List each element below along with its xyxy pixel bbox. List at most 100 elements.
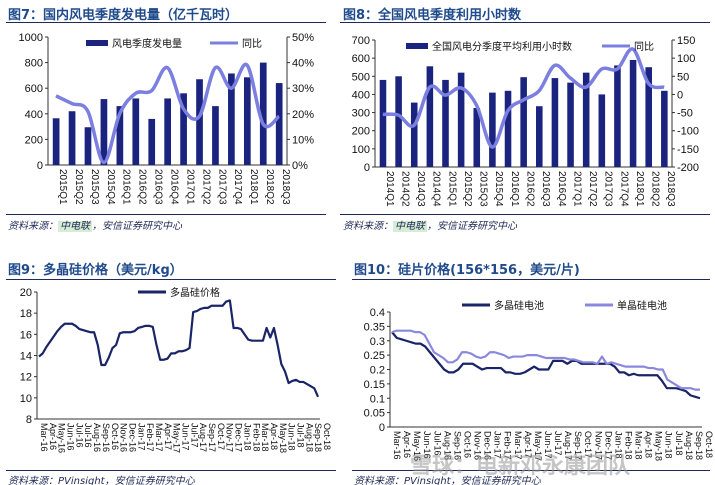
y-tick-label: 800 xyxy=(25,58,43,70)
x-tick-label: Aug-18 xyxy=(684,431,694,460)
bar xyxy=(473,108,481,167)
x-tick-label: Jun-16 xyxy=(422,431,432,459)
x-tick-label: Sep-18 xyxy=(313,423,323,452)
bar xyxy=(426,66,434,167)
fig10-rule xyxy=(352,279,710,280)
x-tick-label: 2015Q1 xyxy=(446,171,457,207)
y-tick-label: 8 xyxy=(26,414,32,426)
y-tick-label: 20 xyxy=(20,287,32,299)
x-tick-label: Apr-18 xyxy=(644,431,654,458)
y-tick-label: 50% xyxy=(292,32,314,44)
x-tick-label: 2014Q3 xyxy=(415,171,426,207)
y-tick-label: 10 xyxy=(20,393,32,405)
x-tick-label: Jun-18 xyxy=(287,423,297,451)
x-tick-label: Aug-17 xyxy=(198,423,208,452)
x-tick-label: 2016Q4 xyxy=(556,171,567,207)
x-tick-label: 2018Q1 xyxy=(634,171,645,207)
y-tick-label: 400 xyxy=(352,89,370,101)
bar xyxy=(116,106,124,165)
fig9-rule xyxy=(6,279,336,280)
x-tick-label: Sep-17 xyxy=(207,423,217,452)
x-tick-label: Apr-17 xyxy=(163,423,173,450)
x-tick-label: 2018Q2 xyxy=(650,171,661,207)
bar xyxy=(457,72,465,167)
source-suffix: ，安信证券研究中心 xyxy=(427,221,517,232)
x-tick-label: Oct-16 xyxy=(110,423,120,450)
fig8-source: 资料来源： 中电联 ，安信证券研究中心 xyxy=(343,217,517,232)
x-tick-label: 2018Q3 xyxy=(665,171,676,207)
source-suffix: ，安信证券研究中心 xyxy=(92,221,182,232)
x-tick-label: Jun-16 xyxy=(66,423,76,451)
legend-label: 同比 xyxy=(634,41,654,53)
bar xyxy=(504,90,512,167)
x-tick-label: Dec-17 xyxy=(234,423,244,452)
y-tick-label: 0% xyxy=(292,160,308,172)
x-tick-label: Oct-17 xyxy=(216,423,226,450)
x-tick-label: May-17 xyxy=(172,423,182,453)
y-tick-label: 200 xyxy=(352,126,370,138)
y-tick-label: 200 xyxy=(25,134,43,146)
x-tick-label: Dec-16 xyxy=(483,431,493,460)
y-tick-label: 0.25 xyxy=(364,350,385,362)
y-tick-label: 0.4 xyxy=(370,307,385,319)
x-tick-label: Feb-18 xyxy=(623,431,633,460)
x-tick-label: Jan-17 xyxy=(136,423,146,451)
x-tick-label: May-18 xyxy=(278,423,288,453)
series-line-0 xyxy=(38,299,320,398)
bar xyxy=(100,99,108,165)
x-tick-label: Apr-17 xyxy=(523,431,533,458)
x-tick-label: Oct-18 xyxy=(322,423,332,450)
y-tick-label: 300 xyxy=(352,108,370,120)
x-tick-label: 2015Q4 xyxy=(105,169,116,205)
bar xyxy=(661,90,668,167)
x-tick-label: 2016Q2 xyxy=(137,169,148,205)
fig9-source: 资料来源：PVinsight，安信证券研究中心 xyxy=(8,476,195,485)
bar xyxy=(489,92,496,167)
x-tick-label: Mar-17 xyxy=(513,431,523,460)
y-tick-label: 0 xyxy=(364,162,370,174)
bar xyxy=(228,73,235,165)
y-tick-label: 100 xyxy=(352,144,370,156)
y-tick-label: 30% xyxy=(292,83,314,95)
y-tick-label: 0 xyxy=(37,160,43,172)
x-tick-label: 2015Q1 xyxy=(57,169,68,205)
x-tick-label: 2016Q2 xyxy=(525,171,536,207)
bar xyxy=(180,93,187,165)
x-tick-label: 2018Q3 xyxy=(280,169,291,205)
legend-label: 多晶硅价格 xyxy=(170,286,220,299)
x-tick-label: Sep-16 xyxy=(452,431,462,460)
y-tick-label: 600 xyxy=(25,83,43,95)
bar xyxy=(442,79,449,167)
bar xyxy=(520,77,527,167)
y-tick-label: 0 xyxy=(379,422,385,434)
y-tick-label: 100 xyxy=(677,53,695,65)
y-tick-label: 16 xyxy=(20,329,32,341)
x-tick-label: Nov-17 xyxy=(225,423,235,452)
x-tick-label: Jul-17 xyxy=(553,431,563,456)
fig10-source-rule xyxy=(352,470,710,471)
source-prefix: 资料来源： xyxy=(343,221,393,232)
legend-label: 全国风电分季度平均利用小时数 xyxy=(432,40,572,53)
y-tick-label: 20% xyxy=(292,109,314,121)
fig7-title: 图7：国内风电季度发电量（亿千瓦时） xyxy=(8,8,239,23)
bar xyxy=(536,106,543,167)
y-tick-label: 150 xyxy=(677,35,695,47)
x-tick-label: Mar-17 xyxy=(154,423,164,452)
bar xyxy=(395,76,402,167)
bar xyxy=(84,127,92,165)
bar xyxy=(598,94,606,167)
bar xyxy=(243,77,251,165)
x-tick-label: Mar-16 xyxy=(392,431,402,460)
x-tick-label: Apr-18 xyxy=(269,423,279,450)
x-tick-label: 2016Q4 xyxy=(169,169,180,205)
x-tick-label: Nov-16 xyxy=(473,431,483,460)
x-tick-label: 2014Q2 xyxy=(399,171,410,207)
series-line-0 xyxy=(391,331,701,400)
x-tick-label: Mar-18 xyxy=(260,423,270,452)
x-tick-label: 2018Q2 xyxy=(264,169,275,205)
source-prefix: 资料来源： xyxy=(8,221,58,232)
x-tick-label: 2016Q1 xyxy=(509,171,520,207)
y-tick-label: 0.35 xyxy=(364,321,385,333)
y-tick-label: 600 xyxy=(352,53,370,65)
x-tick-label: Apr-16 xyxy=(48,423,58,450)
